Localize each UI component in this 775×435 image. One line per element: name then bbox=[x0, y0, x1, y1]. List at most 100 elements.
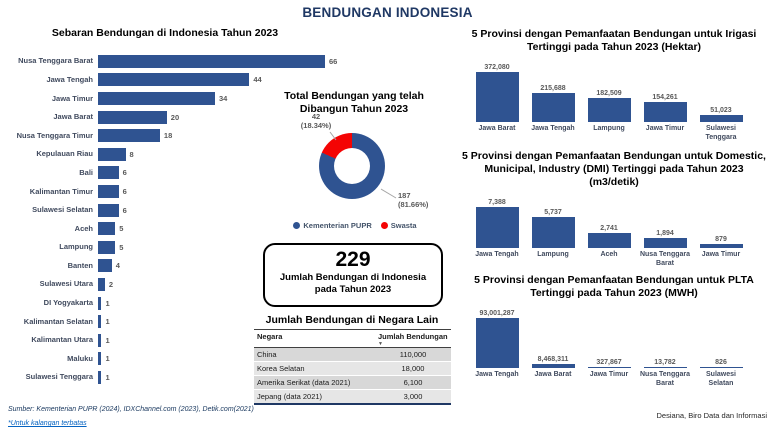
value-label: 6 bbox=[122, 205, 127, 215]
donut-hole bbox=[334, 148, 370, 184]
legend-item: Kementerian PUPR bbox=[293, 221, 372, 230]
countries-table-title: Jumlah Bendungan di Negara Lain bbox=[265, 314, 439, 326]
table-row: Korea Selatan 18,000 bbox=[254, 361, 451, 376]
bar bbox=[98, 370, 102, 384]
category-label: Jawa Timur bbox=[645, 125, 685, 133]
bar-column: 879 bbox=[693, 195, 749, 249]
bar-column: 13,782 bbox=[637, 306, 693, 369]
bar-row: Banten 4 bbox=[8, 257, 353, 276]
sort-icon[interactable]: ▼ bbox=[378, 341, 383, 347]
dmi-chart-title: 5 Provinsi dengan Pemanfaatan Bendungan … bbox=[462, 150, 766, 189]
bar bbox=[587, 366, 631, 369]
bar bbox=[531, 93, 575, 123]
bar bbox=[98, 184, 119, 198]
cell-country: Korea Selatan bbox=[254, 361, 375, 376]
bar-column: 93,001,287 bbox=[469, 306, 525, 369]
value-label: 8,468,311 bbox=[537, 355, 569, 363]
pupr-percent: (81.66%) bbox=[398, 200, 429, 210]
category-label: Lampung bbox=[593, 125, 625, 133]
irigasi-chart: 5 Provinsi dengan Pemanfaatan Bendungan … bbox=[455, 28, 773, 142]
category-label: Sulawesi Selatan bbox=[706, 371, 736, 387]
bar bbox=[98, 259, 112, 273]
category-label: Jawa Barat bbox=[478, 125, 516, 133]
value-label: 8 bbox=[129, 149, 134, 159]
bar bbox=[98, 129, 160, 143]
category-label: Jawa Barat bbox=[534, 371, 572, 379]
cell-dam-count: 3,000 bbox=[375, 389, 451, 405]
bar bbox=[98, 333, 102, 347]
donut-chart-title: Total Bendungan yang telah Dibangun Tahu… bbox=[284, 90, 424, 116]
irigasi-categories: Jawa Barat Jawa Tengah Lampung Jawa Timur Su… bbox=[450, 125, 768, 142]
category-label: Kalimantan Utara bbox=[31, 335, 93, 345]
donut-legend: Kementerian PUPR Swasta bbox=[255, 221, 455, 230]
bar bbox=[98, 315, 102, 329]
category-label: DI Yogyakarta bbox=[43, 298, 93, 308]
bar-row: Nusa Tenggara Barat 66 bbox=[8, 52, 353, 71]
bar bbox=[98, 296, 102, 310]
bar-row: Jawa Timur 34 bbox=[8, 89, 353, 108]
bar-column: 372,080 bbox=[469, 60, 525, 123]
value-label: 5 bbox=[119, 242, 124, 252]
bar bbox=[643, 366, 687, 369]
value-label: 1 bbox=[105, 335, 110, 345]
value-label: 154,261 bbox=[652, 93, 678, 101]
bar bbox=[98, 110, 167, 124]
total-dams-value: 229 bbox=[335, 248, 371, 271]
bar bbox=[699, 366, 743, 369]
legend-dot bbox=[380, 222, 388, 229]
bar bbox=[475, 318, 519, 369]
bar-column: 182,509 bbox=[581, 60, 637, 123]
value-label: 826 bbox=[715, 358, 727, 366]
category-label: Aceh bbox=[74, 223, 93, 233]
bar-column: 8,468,311 bbox=[525, 306, 581, 369]
value-label: 5 bbox=[119, 224, 124, 234]
category-label: Lampung bbox=[537, 251, 569, 259]
bar bbox=[98, 91, 215, 105]
value-label: 51,023 bbox=[710, 107, 732, 115]
category-label: Lampung bbox=[59, 242, 93, 252]
value-label: 6 bbox=[122, 168, 127, 178]
irigasi-chart-title: 5 Provinsi dengan Pemanfaatan Bendungan … bbox=[471, 28, 757, 54]
bar bbox=[98, 222, 116, 236]
bar bbox=[587, 97, 631, 123]
restricted-note: *Untuk kalangan terbatas bbox=[8, 420, 87, 427]
value-label: 2 bbox=[108, 279, 114, 289]
category-label: Nusa Tenggara Barat bbox=[639, 251, 691, 267]
bar-row: Jawa Barat 20 bbox=[8, 108, 353, 127]
category-label: Kepulauan Riau bbox=[36, 149, 93, 159]
bar-row: Bali 6 bbox=[8, 164, 353, 183]
category-label: Sulawesi Selatan bbox=[32, 205, 93, 215]
value-label: 5,737 bbox=[544, 208, 562, 216]
bar-row: Aceh 5 bbox=[8, 219, 353, 238]
column-header-jumlah: Jumlah Bendungan ▼ bbox=[375, 329, 451, 348]
value-label: 6 bbox=[122, 186, 127, 196]
category-label: Jawa Barat bbox=[53, 112, 93, 122]
pupr-value: 187 bbox=[398, 191, 411, 200]
swasta-percent: (18.34%) bbox=[300, 121, 332, 131]
table-header-row: Negara Jumlah Bendungan ▼ bbox=[254, 329, 451, 348]
bar-row: Lampung 5 bbox=[8, 238, 353, 257]
bar-row: Sulawesi Utara 2 bbox=[8, 275, 353, 294]
bar-column: 1,894 bbox=[637, 195, 693, 249]
category-label: Aceh bbox=[600, 251, 618, 259]
bar-row: Sulawesi Tenggara 1 bbox=[8, 368, 353, 387]
category-label: Jawa Tengah bbox=[475, 251, 519, 259]
bar-column: 51,023 bbox=[693, 60, 749, 123]
plta-chart-title: 5 Provinsi dengan Pemanfaatan Bendungan … bbox=[474, 274, 754, 300]
value-label: 182,509 bbox=[596, 89, 622, 97]
category-label: Jawa Tengah bbox=[531, 125, 575, 133]
dmi-plot: 7,388 5,737 2,741 1,894 879 bbox=[450, 195, 768, 249]
value-label: 34 bbox=[218, 93, 228, 103]
dmi-categories: Jawa Tengah Lampung Aceh Nusa Tenggara Bara… bbox=[450, 251, 768, 268]
bar-column: 7,388 bbox=[469, 195, 525, 249]
table-row: Amerika Serikat (data 2021) 6,100 bbox=[254, 375, 451, 390]
category-label: Nusa Tenggara Barat bbox=[18, 56, 93, 66]
legend-dot bbox=[293, 222, 301, 229]
bar-column: 5,737 bbox=[525, 195, 581, 249]
category-label: Nusa Tenggara Timur bbox=[16, 130, 93, 140]
bar-row: DI Yogyakarta 1 bbox=[8, 294, 353, 313]
bar bbox=[98, 147, 126, 161]
bar bbox=[98, 166, 119, 180]
bar bbox=[643, 237, 687, 249]
